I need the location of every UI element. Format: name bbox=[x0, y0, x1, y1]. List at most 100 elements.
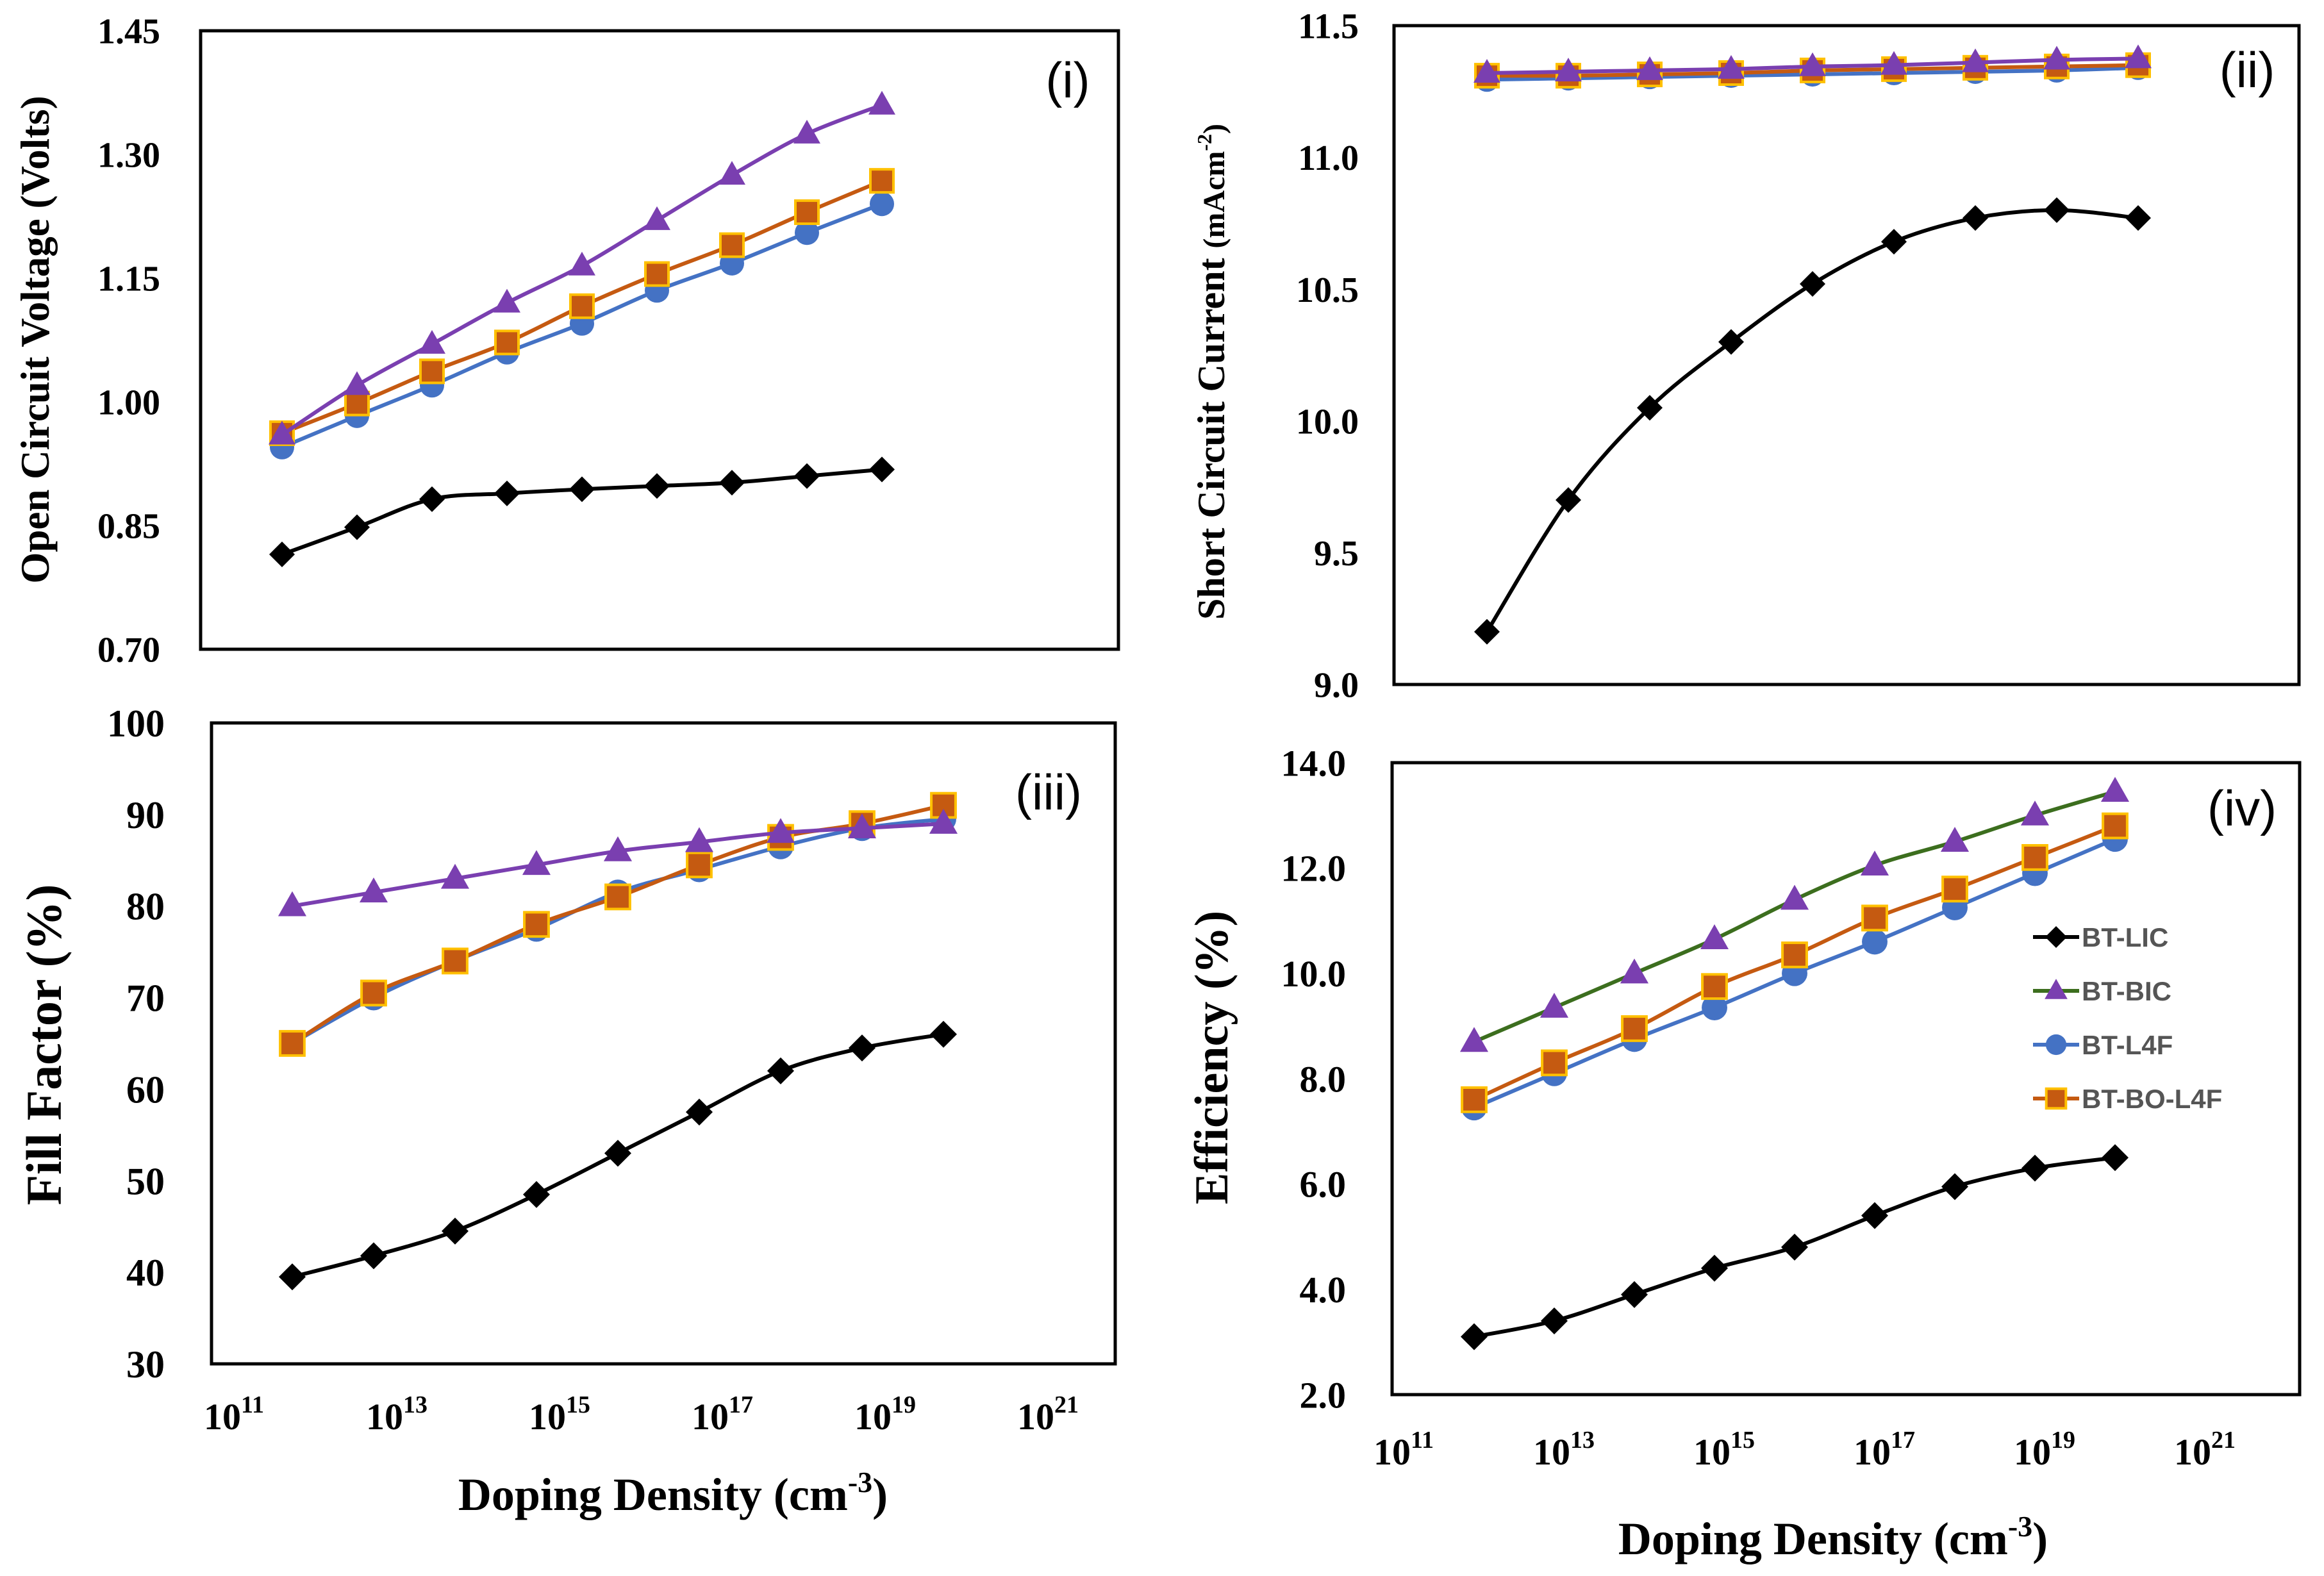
panel-iv-ytick-label: 6.0 bbox=[1300, 1164, 1347, 1206]
panel-iv-point-bt-bo-l4f bbox=[1781, 941, 1808, 968]
panel-ii-label: (ii) bbox=[2220, 42, 2275, 98]
panel-iv-xtick-label: 1019 bbox=[2014, 1427, 2075, 1473]
panel-iv-ylabel: Efficiency (%) bbox=[1186, 911, 1238, 1204]
legend-item-bt-bic: BT-BIC bbox=[2033, 976, 2171, 1006]
panel-iv-point-bt-l4f bbox=[1702, 995, 1727, 1021]
panel-ii-series-bt-bic bbox=[1473, 44, 2152, 83]
panel-iv-series bbox=[1459, 777, 2130, 1350]
panel-ii-point-bt-lic bbox=[1637, 395, 1663, 421]
panel-i-point-bt-lic bbox=[869, 456, 895, 483]
panel-ii-point-bt-lic bbox=[2125, 205, 2151, 231]
panel-i-point-bt-lic bbox=[719, 470, 745, 496]
panel-ii-point-bt-bic bbox=[2043, 46, 2070, 70]
panel-i-point-bt-bo-l4f bbox=[794, 199, 820, 226]
panel-iii-point-bt-bo-l4f bbox=[279, 1030, 306, 1057]
panel-ii-ytick-label: 11.5 bbox=[1298, 7, 1359, 47]
panel-ii-ytick-label: 9.0 bbox=[1314, 666, 1359, 706]
panel-iv-series-bt-lic bbox=[1461, 1144, 2129, 1350]
panel-ii-ytick-label: 11.0 bbox=[1298, 138, 1359, 178]
panel-ii-ylabel-close: ) bbox=[1197, 124, 1231, 134]
panel-iv-point-bt-bo-l4f bbox=[1461, 1086, 1488, 1113]
legend-marker-bt-l4f bbox=[2045, 1034, 2067, 1056]
panel-iii-plot-area bbox=[210, 721, 1117, 1366]
panel-i-point-bt-lic bbox=[794, 463, 820, 489]
panel-iii-point-bt-bic bbox=[766, 818, 795, 843]
panel-iii-point-bt-bic bbox=[278, 891, 307, 917]
legend-marker-bt-bic bbox=[2045, 979, 2068, 999]
panel-i-series bbox=[269, 90, 895, 568]
panel-ii-point-bt-lic bbox=[1963, 205, 1988, 231]
panel-ii-line-bt-lic bbox=[1485, 208, 2139, 633]
panel-i-point-bt-bo-l4f bbox=[719, 232, 745, 258]
panel-ii-ytick-label: 10.5 bbox=[1296, 270, 1359, 310]
panel-iii-point-bt-lic bbox=[849, 1034, 876, 1062]
panel-iv-point-bt-bic bbox=[1700, 924, 1729, 950]
panel-iv-ytick-label: 8.0 bbox=[1300, 1058, 1347, 1100]
panel-i-point-bt-bic bbox=[718, 161, 745, 185]
panel-i-point-bt-bo-l4f bbox=[569, 293, 595, 319]
panel-iii-point-bt-bic bbox=[603, 836, 633, 861]
panel-i-point-bt-bo-l4f bbox=[419, 358, 445, 385]
panel-iii-ytick-label: 30 bbox=[126, 1343, 165, 1386]
panel-iii-xlabel-main: Doping Density (cm bbox=[458, 1469, 848, 1520]
panel-i-ylabel: Open Circuit Voltage (Volts) bbox=[13, 95, 58, 583]
panel-iii-point-bt-bo-l4f bbox=[442, 947, 469, 975]
panel-i-point-bt-lic bbox=[644, 473, 670, 499]
panel-iv-point-bt-l4f bbox=[1862, 929, 1888, 955]
panel-i-ytick-label: 1.00 bbox=[97, 383, 160, 423]
panel-i-point-bt-l4f bbox=[870, 192, 894, 217]
panel-i-point-bt-lic bbox=[569, 476, 595, 502]
panel-ii-y-ticks: 9.0 9.5 10.0 10.5 11.0 11.5 bbox=[1296, 7, 1359, 706]
panel-iii-point-bt-bic bbox=[685, 827, 714, 852]
panel-ii-ylabel-main: Short Circuit Current bbox=[1190, 249, 1233, 620]
panel-iii-point-bt-lic bbox=[686, 1099, 713, 1126]
panel-i-plot-area bbox=[199, 29, 1120, 651]
panel-i-series-bt-bic bbox=[269, 90, 895, 445]
panel-iii-point-bt-bo-l4f bbox=[604, 883, 631, 911]
panel-i-point-bt-lic bbox=[269, 542, 295, 568]
panel-iii-point-bt-bic bbox=[359, 877, 388, 903]
panel-i-point-bt-lic bbox=[494, 480, 520, 506]
panel-iii-point-bt-bo-l4f bbox=[686, 851, 713, 879]
panel-ii-point-bt-lic bbox=[1718, 329, 1744, 355]
panel-iii-xlabel-sup: -3 bbox=[848, 1466, 872, 1498]
panel-ii-plot-area bbox=[1392, 24, 2301, 686]
panel-i: 0.70 0.85 1.00 1.15 1.30 1.45 Open Circuit Vo… bbox=[13, 12, 1120, 670]
panel-i-point-bt-bic bbox=[868, 90, 895, 115]
panel-ii-point-bt-bic bbox=[1636, 56, 1663, 80]
panel-iii-y-ticks: 30 40 50 60 70 80 90 100 bbox=[107, 702, 165, 1386]
panel-iv-point-bt-lic bbox=[1541, 1307, 1568, 1334]
panel-ii-point-bt-bic bbox=[1473, 59, 1500, 83]
panel-iii-point-bt-lic bbox=[767, 1057, 794, 1084]
panel-ii-point-bt-bic bbox=[2125, 44, 2152, 69]
panel-iv-y-ticks: 2.0 4.0 6.0 8.0 10.0 12.0 14.0 bbox=[1281, 742, 1347, 1416]
panel-iii-xtick-label: 1015 bbox=[529, 1391, 590, 1438]
panel-iv-legend: BT-LIC BT-BIC BT-L4F BT-BO-L4F bbox=[2033, 922, 2222, 1114]
panel-ii-point-bt-lic bbox=[1881, 229, 1907, 255]
panel-iv-point-bt-lic bbox=[1861, 1202, 1888, 1229]
panel-i-point-bt-bic bbox=[643, 206, 670, 230]
panel-iii-ytick-label: 40 bbox=[126, 1252, 165, 1294]
panel-iii-ytick-label: 60 bbox=[126, 1068, 165, 1111]
panel-iv-ytick-label: 14.0 bbox=[1281, 742, 1347, 784]
panel-iii-point-bt-lic bbox=[930, 1020, 957, 1048]
panel-iv-point-bt-bo-l4f bbox=[2102, 812, 2129, 840]
panel-iii-point-bt-lic bbox=[604, 1140, 631, 1167]
panel-ii-point-bt-lic bbox=[2044, 197, 2070, 223]
panel-iv-xtick-label: 1013 bbox=[1533, 1427, 1595, 1473]
panel-iv-point-bt-bic bbox=[1940, 827, 1970, 852]
panel-i-point-bt-bic bbox=[419, 329, 445, 354]
panel-iv-point-bt-lic bbox=[1621, 1281, 1648, 1308]
panel-iv: 2.04.06.08.010.012.014.0 1011 1013 1015 101… bbox=[1186, 742, 2302, 1564]
panel-iv-x-ticks: 1011 1013 1015 1017 1019 1021 bbox=[1374, 1427, 2236, 1473]
panel-ii-point-bt-lic bbox=[1474, 618, 1500, 645]
panel-iii-xtick-label: 1013 bbox=[366, 1391, 427, 1438]
panel-ii-point-bt-bic bbox=[1880, 51, 1907, 75]
panel-iv-point-bt-bo-l4f bbox=[2021, 844, 2048, 871]
panel-iii-label: (iii) bbox=[1015, 764, 1082, 820]
panel-iv-label: (iv) bbox=[2207, 780, 2277, 836]
panel-iii-series-bt-lic bbox=[279, 1020, 957, 1291]
panel-ii-point-bt-bic bbox=[1799, 52, 1826, 76]
panel-iv-xtick-label: 1021 bbox=[2174, 1427, 2236, 1473]
panel-i-ytick-label: 1.45 bbox=[97, 12, 160, 52]
